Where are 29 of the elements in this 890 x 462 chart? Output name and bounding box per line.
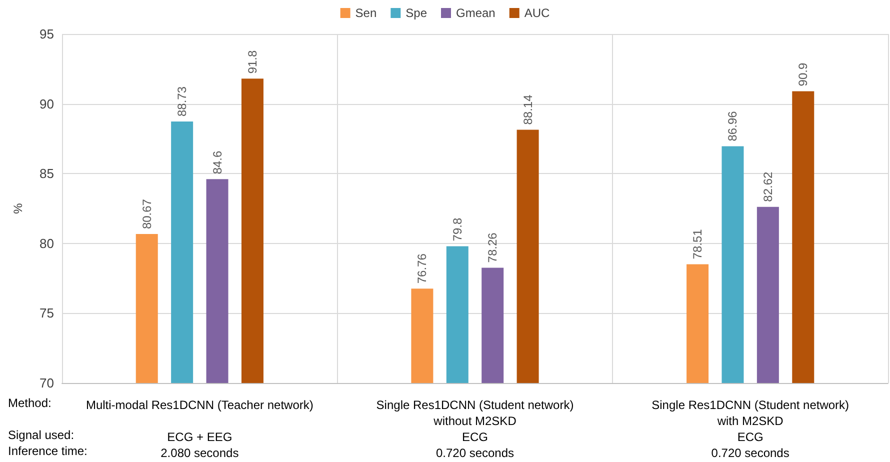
y-tick-label: 90 (40, 96, 54, 112)
text: Inference time: (8, 444, 88, 458)
legend-label: Sen (355, 6, 377, 20)
data-label: 80.67 (140, 198, 154, 230)
legend-label: Spe (406, 6, 428, 20)
category-label: Multi-modal Res1DCNN (Teacher network) ECG + EEG 2.080 seconds (86, 398, 314, 460)
data-label: 79.8 (450, 218, 464, 242)
x-tick-label: Single Res1DCNN (Student network) with M2SKD ECG 0.720 seconds (652, 398, 850, 460)
x-tick-label: Single Res1DCNN (Student network) without M2SKD ECG 0.720 seconds (376, 398, 574, 460)
data-label: 88.14 (520, 94, 535, 125)
data-label: 88.73 (175, 86, 190, 117)
y-tick-label: 75 (40, 306, 54, 321)
legend-label: AUC (524, 6, 550, 20)
text: Signal used: (8, 428, 74, 442)
data-label: 78.51 (690, 228, 705, 260)
legend-label: Gmean (456, 6, 496, 20)
data-label: 90.9 (796, 62, 810, 86)
y-tick-label: 80 (40, 236, 54, 251)
data-label: 82.62 (760, 171, 775, 202)
data-label: 78.26 (486, 232, 500, 263)
y-axis-title: % (11, 202, 25, 214)
data-label: 91.8 (245, 50, 260, 74)
y-tick-label: 95 (40, 26, 54, 42)
data-label: 84.6 (210, 150, 224, 174)
data-label: 76.76 (415, 253, 430, 284)
data-label: 86.96 (726, 110, 740, 142)
y-tick-label: 70 (40, 376, 54, 390)
y-tick-label: 85 (40, 166, 54, 182)
text: Method: (8, 396, 52, 410)
